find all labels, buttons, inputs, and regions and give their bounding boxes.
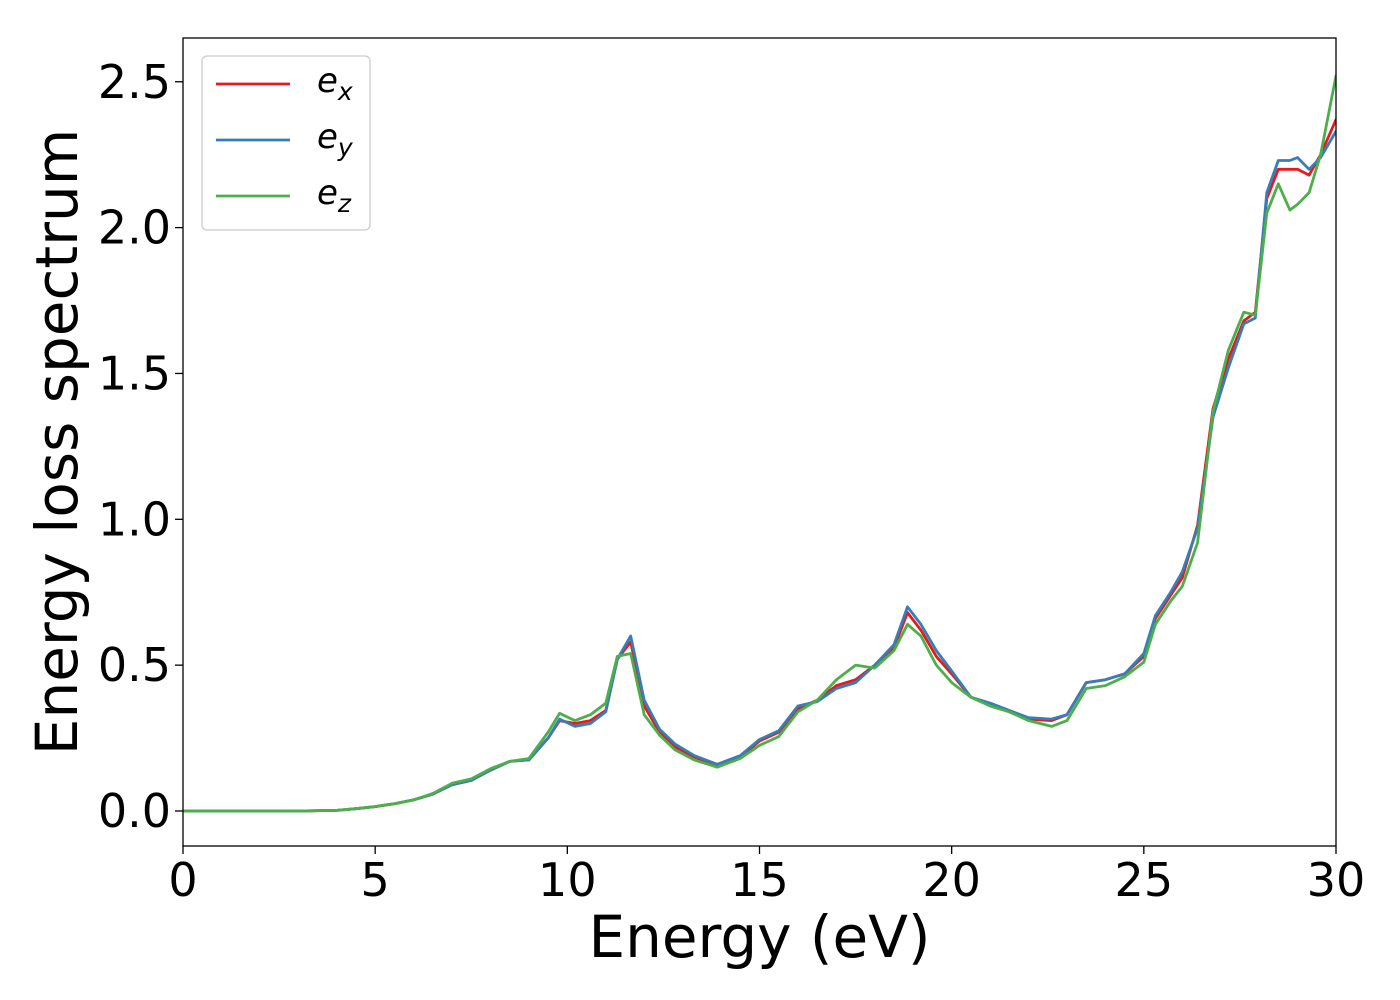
y-tick-label: 2.0 (98, 201, 171, 255)
y-tick-label: 0.0 (98, 784, 171, 838)
y-tick-label: 1.0 (98, 492, 171, 546)
x-tick-label: 15 (730, 853, 789, 907)
series-line-z (183, 74, 1336, 813)
y-axis-ticks: 0.0 0.5 1.0 1.5 2.0 2.5 (98, 55, 183, 838)
x-tick-label: 30 (1307, 853, 1366, 907)
y-tick-label: 2.5 (98, 55, 171, 109)
x-tick-label: 25 (1115, 853, 1174, 907)
y-tick-label: 0.5 (98, 638, 171, 692)
y-axis-label: Energy loss spectrum (23, 129, 91, 755)
x-tick-label: 0 (168, 853, 197, 907)
legend-box (201, 55, 371, 231)
legend-label-z: ez (317, 173, 352, 218)
series-layer (183, 74, 1336, 813)
x-tick-label: 20 (922, 853, 981, 907)
x-axis-ticks: 0 5 10 15 20 25 30 (168, 846, 1365, 907)
legend: ex ey ez (201, 55, 371, 231)
legend-label-x: ex (317, 61, 353, 106)
series-line-y (183, 129, 1336, 813)
legend-label-y: ey (317, 117, 354, 162)
x-tick-label: 10 (538, 853, 597, 907)
y-tick-label: 1.5 (98, 346, 171, 400)
x-axis-label: Energy (eV) (588, 903, 930, 971)
x-tick-label: 5 (361, 853, 390, 907)
